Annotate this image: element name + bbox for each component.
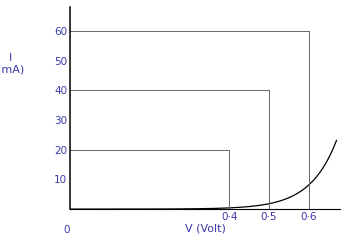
X-axis label: V (Volt): V (Volt) bbox=[185, 223, 226, 233]
Text: 0: 0 bbox=[64, 225, 70, 235]
Y-axis label: I
(mA): I (mA) bbox=[0, 53, 24, 75]
